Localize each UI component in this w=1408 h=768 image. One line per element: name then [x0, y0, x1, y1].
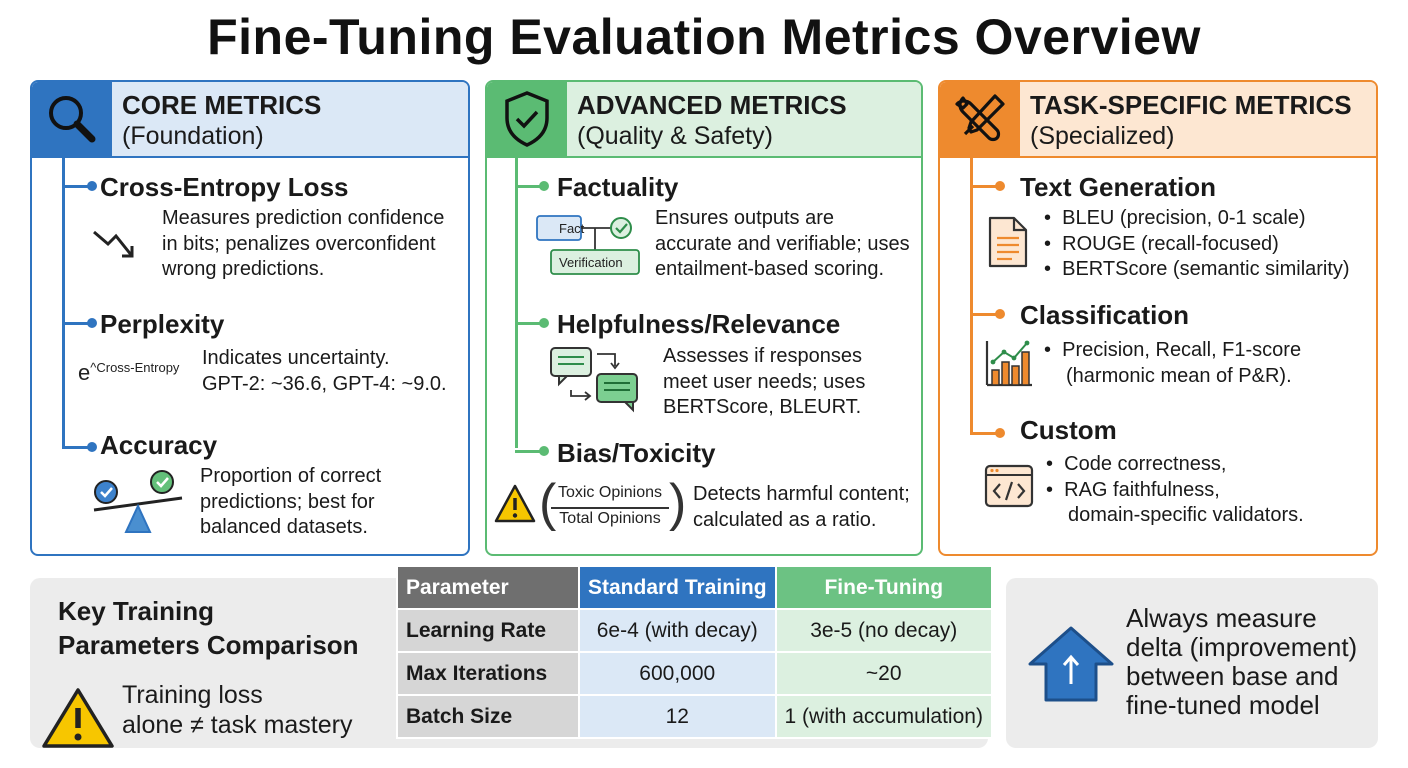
fact-label: Fact	[559, 221, 585, 236]
metric-custom: Custom	[1020, 415, 1117, 445]
training-loss-warning: Training loss alone ≠ task mastery	[122, 681, 353, 739]
core-metrics-panel: CORE METRICS (Foundation) Cross-Entropy …	[30, 80, 470, 556]
task-metrics-subtitle: (Specialized)	[1030, 122, 1175, 150]
core-tree-line	[62, 158, 65, 448]
code-window-icon	[984, 464, 1034, 508]
table-header-row: Parameter Standard Training Fine-Tuning	[396, 565, 993, 610]
advanced-branch-dot	[539, 318, 549, 328]
advanced-tree-line	[515, 158, 518, 448]
metric-cross-entropy-desc: Measures prediction confidence in bits; …	[162, 207, 445, 280]
table-row: Max Iterations 600,000 ~20	[396, 651, 993, 696]
fine-tuning-value: 1 (with accumulation)	[774, 694, 993, 739]
header-parameter: Parameter	[396, 565, 580, 610]
page-title: Fine-Tuning Evaluation Metrics Overview	[207, 9, 1201, 65]
task-specific-metrics-panel: TASK-SPECIFIC METRICS (Specialized) Text…	[938, 80, 1378, 556]
advanced-metrics-panel: ADVANCED METRICS (Quality & Safety) Fact…	[485, 80, 923, 556]
advanced-branch-dot	[539, 446, 549, 456]
tools-icon	[940, 82, 1020, 156]
toxicity-ratio-formula: ( Toxic Opinions Total Opinions )	[539, 474, 687, 532]
advanced-branch	[515, 185, 543, 188]
metric-factuality: Factuality	[557, 172, 679, 202]
advanced-branch-dot	[539, 181, 549, 191]
task-branch	[970, 185, 998, 188]
advanced-metrics-title: ADVANCED METRICS	[577, 90, 847, 120]
task-metrics-title: TASK-SPECIFIC METRICS	[1030, 90, 1352, 120]
standard-value: 12	[578, 694, 777, 739]
core-branch-dot	[87, 318, 97, 328]
row-label: Learning Rate	[396, 608, 580, 653]
standard-value: 6e-4 (with decay)	[578, 608, 777, 653]
header-standard-training: Standard Training	[578, 565, 777, 610]
parameters-table: Parameter Standard Training Fine-Tuning …	[396, 565, 993, 739]
task-branch-dot	[995, 309, 1005, 319]
table-row: Batch Size 12 1 (with accumulation)	[396, 694, 993, 739]
core-branch	[62, 322, 90, 325]
shield-check-icon	[487, 82, 567, 156]
core-metrics-subtitle: (Foundation)	[122, 122, 264, 150]
chat-bubbles-icon	[550, 347, 638, 413]
trend-down-icon	[93, 230, 134, 258]
delta-tip-section: Always measure delta (improvement) betwe…	[1006, 578, 1378, 748]
core-metrics-title: CORE METRICS	[122, 90, 322, 120]
standard-value: 600,000	[578, 651, 777, 696]
metric-cross-entropy-loss: Cross-Entropy Loss	[100, 172, 349, 202]
advanced-metrics-header: ADVANCED METRICS (Quality & Safety)	[487, 82, 921, 158]
magnifier-icon	[32, 82, 112, 156]
core-branch-dot	[87, 181, 97, 191]
metric-helpfulness-desc: Assesses if responses meet user needs; u…	[663, 345, 866, 418]
metric-bias-desc: Detects harmful content; calculated as a…	[693, 483, 910, 531]
verification-label: Verification	[559, 255, 623, 270]
metric-accuracy: Accuracy	[100, 430, 218, 460]
parameters-title: Key Training Parameters Comparison	[58, 596, 359, 660]
core-branch	[62, 446, 90, 449]
perplexity-formula: e^Cross-Entropy	[78, 360, 180, 385]
metric-factuality-desc: Ensures outputs are accurate and verifia…	[655, 207, 910, 280]
metric-accuracy-desc: Proportion of correct predictions; best …	[200, 465, 382, 538]
warning-icon	[42, 688, 114, 748]
task-metrics-header: TASK-SPECIFIC METRICS (Specialized)	[940, 82, 1376, 158]
bar-chart-icon	[985, 340, 1032, 387]
task-branch	[970, 432, 998, 435]
metric-bias-toxicity: Bias/Toxicity	[557, 438, 716, 468]
advanced-branch	[515, 322, 543, 325]
metric-perplexity: Perplexity	[100, 309, 225, 339]
row-label: Max Iterations	[396, 651, 580, 696]
metric-classification: Classification	[1020, 300, 1190, 330]
text-generation-bullets: • BLEU (precision, 0-1 scale) • ROUGE (r…	[1044, 207, 1350, 280]
table-row: Learning Rate 6e-4 (with decay) 3e-5 (no…	[396, 608, 993, 653]
delta-tip-text: Always measure delta (improvement) betwe…	[1126, 603, 1358, 720]
warning-icon	[494, 484, 536, 523]
advanced-branch	[515, 450, 543, 453]
metric-perplexity-desc: Indicates uncertainty. GPT-2: ~36.6, GPT…	[202, 347, 447, 395]
core-branch	[62, 185, 90, 188]
core-branch-dot	[87, 442, 97, 452]
arrow-up-icon	[1028, 626, 1114, 702]
task-branch	[970, 313, 998, 316]
task-branch-dot	[995, 181, 1005, 191]
header-fine-tuning: Fine-Tuning	[774, 565, 993, 610]
balance-scale-icon	[93, 470, 183, 533]
document-icon	[988, 216, 1028, 268]
core-metrics-header: CORE METRICS (Foundation)	[32, 82, 468, 158]
fine-tuning-value: 3e-5 (no decay)	[774, 608, 993, 653]
task-branch-dot	[995, 428, 1005, 438]
fact-verification-diagram: Fact Verification	[536, 215, 640, 275]
advanced-metrics-subtitle: (Quality & Safety)	[577, 122, 773, 150]
metric-text-generation: Text Generation	[1020, 172, 1217, 202]
task-tree-line	[970, 158, 973, 434]
metric-helpfulness-relevance: Helpfulness/Relevance	[557, 309, 841, 339]
classification-bullets: • Precision, Recall, F1-score (harmonic …	[1044, 339, 1302, 387]
fine-tuning-value: ~20	[774, 651, 993, 696]
row-label: Batch Size	[396, 694, 580, 739]
custom-bullets: • Code correctness, • RAG faithfulness, …	[1046, 453, 1304, 526]
